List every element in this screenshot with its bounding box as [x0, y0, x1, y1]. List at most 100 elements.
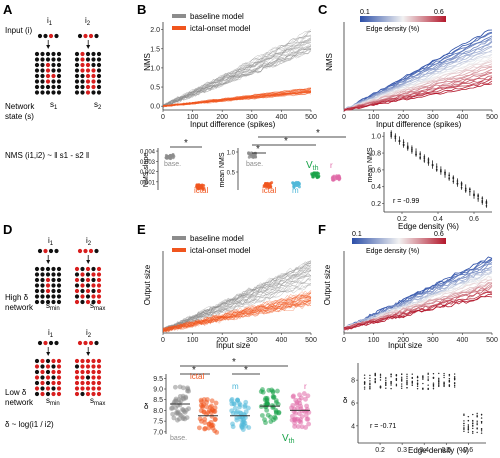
network-node: [45, 299, 51, 305]
e2-point-Vth: [263, 420, 268, 426]
network-node: [45, 73, 51, 79]
vth-label-e2: Vth: [282, 433, 295, 445]
f2-point: [400, 387, 403, 390]
e2-point-m: [233, 410, 239, 416]
e2-point-r: [306, 410, 312, 415]
e2-point-m: [232, 405, 238, 411]
panel-d: i1 i2 High δ network smin smax i1 i2 Low…: [5, 236, 105, 429]
c2-point: [419, 153, 421, 155]
f2-point: [416, 376, 419, 379]
network-node: [96, 358, 102, 364]
e2-point-r: [289, 417, 295, 423]
network-node: [56, 391, 62, 397]
b2-ytick-label: 0.001: [140, 180, 156, 186]
network-node: [34, 375, 40, 380]
panel-c: 0.1 0.6 Edge density (%) 0 100 200 300 400 50…: [325, 9, 498, 129]
series-line-baseline: [162, 269, 312, 329]
e2-point-Vth: [270, 388, 276, 394]
network-node: [85, 90, 91, 95]
e2-point-r: [303, 425, 309, 430]
input-node: [37, 248, 43, 254]
colorbar-min-c: 0.1: [360, 9, 370, 16]
f2-point: [390, 381, 392, 383]
f-xtick-label: 500: [486, 337, 498, 344]
density-line: [343, 283, 493, 329]
c2-point: [419, 157, 421, 159]
c2-point: [423, 160, 426, 162]
f2-ytick-label: 4: [351, 423, 355, 430]
f2-point: [400, 385, 403, 387]
f2-point: [416, 382, 419, 384]
b2-point-ictal: [197, 183, 201, 187]
network-node: [91, 386, 96, 391]
panel-e2: 9.5 9.0 8.5 8.0 7.5 7.0 * * * δ base. ictal m Vt…: [144, 357, 312, 445]
network-node: [51, 375, 56, 380]
input-label: Input (i): [5, 26, 32, 35]
f2-point: [385, 381, 387, 384]
network-node: [96, 277, 102, 283]
s2-label: s2: [94, 100, 102, 111]
panel-letter-d: D: [3, 222, 12, 237]
network-node: [85, 294, 91, 299]
c2-point: [402, 141, 405, 144]
network-node: [56, 294, 62, 299]
series-line-ictal: [162, 300, 312, 332]
f2-point: [416, 385, 419, 387]
network-node: [51, 299, 56, 305]
network-node: [40, 272, 45, 277]
input-node: [88, 248, 94, 254]
network-node: [85, 380, 91, 386]
c2-point: [427, 158, 430, 160]
e2-point-Vth: [275, 388, 280, 394]
network-node: [56, 299, 62, 305]
b2-point-base.: [164, 156, 168, 160]
c-xtick-label: 100: [368, 114, 380, 121]
f2-point: [427, 372, 429, 375]
c-xtick-label: 0: [342, 114, 346, 121]
network-node: [45, 364, 51, 369]
c2-point: [448, 174, 450, 177]
e2-point-ictal: [206, 421, 212, 427]
network-node: [56, 62, 62, 68]
network-node: [80, 62, 85, 68]
b2-point-base.: [172, 154, 176, 158]
f2-point: [422, 375, 424, 378]
e2-point-ictal: [206, 425, 212, 431]
network-node: [91, 266, 96, 272]
network-node: [96, 68, 102, 73]
f2-point: [406, 375, 408, 378]
network-node: [91, 375, 96, 380]
f2-point: [467, 428, 470, 430]
f2-point: [453, 386, 456, 388]
f2-point: [406, 377, 408, 379]
e2-point-ictal: [201, 409, 207, 414]
f2-point: [463, 414, 465, 417]
density-line: [343, 291, 493, 331]
c2-point: [485, 205, 488, 207]
plot-b: 0 100 200 300 400 500 0.0 0.5 1.0 1.5 2.0: [150, 22, 317, 121]
network-node: [51, 277, 56, 283]
f2-xtick-label: 0.3: [397, 447, 407, 454]
network-node: [85, 364, 91, 369]
network-node: [34, 266, 40, 272]
f2-point: [453, 384, 456, 387]
network-node: [45, 375, 51, 380]
f2-point: [476, 412, 478, 415]
colorbar-max-c: 0.6: [434, 9, 444, 16]
network-node: [91, 73, 96, 79]
b2-point-ictal: [202, 186, 206, 190]
network-node: [74, 277, 80, 283]
f2-point: [438, 372, 440, 375]
f2-point: [443, 382, 445, 385]
c2-point: [477, 198, 479, 200]
f2-point: [472, 413, 474, 416]
f2-point: [472, 430, 474, 433]
low-delta-label-line2: network: [5, 398, 34, 407]
colorbar-max-f: 0.6: [434, 231, 444, 238]
ylabel-b3: mean NMS: [219, 152, 226, 187]
f2-xtick-label: 0.6: [463, 447, 473, 454]
e2-point-m: [230, 424, 236, 430]
network-node: [85, 73, 91, 79]
colorbar-c: [360, 16, 446, 22]
